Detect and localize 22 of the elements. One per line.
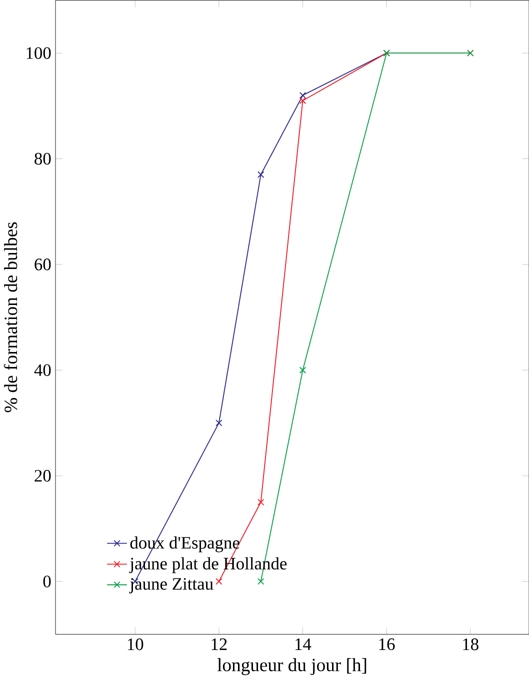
y-tick-label: 0 [43,576,51,588]
y-tick-label: 80 [34,152,51,165]
y-tick-label: 20 [34,470,51,482]
legend-label: jaune Zittau [129,578,214,594]
x-tick-label: 14 [295,638,312,650]
point [215,420,222,426]
point [215,578,222,585]
point [257,498,264,506]
point [299,92,306,99]
y-axis-title: % de formation de bulbes [4,222,18,412]
y-tick-label: 60 [34,258,51,270]
point [299,97,306,104]
y-tick-label: 40 [34,364,51,376]
point [299,366,306,374]
x-tick-label: 10 [128,638,144,650]
x-axis-title: longueur du jour [h] [217,658,366,676]
point [257,578,264,585]
x-tick-label: 12 [212,638,227,650]
x-tick-label: 18 [463,638,478,650]
y-tick-label: 100 [26,47,51,59]
point [257,171,264,178]
x-tick-label: 16 [379,638,395,650]
